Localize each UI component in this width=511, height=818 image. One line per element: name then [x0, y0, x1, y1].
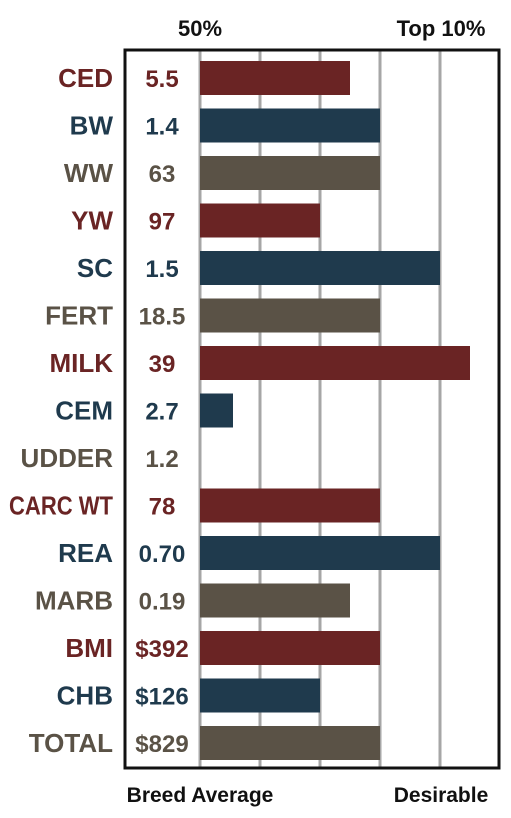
score-bar: [200, 726, 380, 760]
value-label: 39: [149, 351, 176, 378]
score-bar: [200, 631, 380, 665]
trait-label: CEM: [55, 396, 113, 426]
trait-label: CED: [58, 63, 113, 93]
value-label: 63: [149, 161, 176, 188]
score-bar: [200, 298, 380, 333]
trait-label: CHB: [57, 681, 113, 711]
value-label: $392: [135, 636, 188, 663]
value-label: $829: [135, 731, 188, 758]
score-bar: [200, 678, 320, 713]
trait-label: WW: [64, 158, 114, 188]
score-bar: [200, 536, 440, 570]
trait-label: FERT: [45, 301, 113, 331]
trait-label: CARC WT: [9, 491, 113, 521]
value-label: 78: [149, 494, 176, 521]
score-bar: [200, 156, 380, 190]
bottom-label-breed-average: Breed Average: [127, 784, 274, 807]
value-label: 5.5: [145, 66, 178, 93]
score-bar: [200, 203, 320, 238]
value-label: 18.5: [139, 304, 186, 331]
score-bar: [200, 61, 350, 95]
trait-label: MILK: [49, 348, 113, 378]
trait-label: UDDER: [21, 443, 114, 473]
value-label: $126: [135, 684, 188, 711]
value-label: 0.70: [139, 541, 186, 568]
value-label: 97: [149, 209, 176, 236]
score-bar: [200, 108, 380, 143]
trait-label: BW: [70, 111, 114, 141]
bottom-label-desirable: Desirable: [394, 784, 489, 807]
trait-label: TOTAL: [29, 728, 113, 758]
value-label: 1.4: [145, 114, 179, 141]
value-label: 2.7: [145, 399, 178, 426]
top-label-50: 50%: [178, 16, 222, 41]
score-bar: [200, 583, 350, 618]
chart-frame: [123, 48, 501, 770]
trait-label: MARB: [35, 586, 113, 616]
value-label: 0.19: [139, 589, 186, 616]
trait-label: YW: [71, 206, 113, 236]
top-label-top10: Top 10%: [397, 16, 486, 41]
score-bar: [200, 346, 470, 380]
score-bar: [200, 251, 440, 285]
score-bar: [200, 488, 380, 523]
value-label: 1.2: [145, 446, 178, 473]
trait-label: SC: [77, 253, 113, 283]
trait-label: REA: [58, 538, 113, 568]
chart-rows: CED 5.5 BW 1.4 WW 63 YW 97 SC 1.5 FERT 18.5 MILK 39 CE…: [9, 61, 470, 760]
score-bar: [200, 393, 233, 428]
value-label: 1.5: [145, 256, 178, 283]
trait-label: BMI: [65, 633, 113, 663]
